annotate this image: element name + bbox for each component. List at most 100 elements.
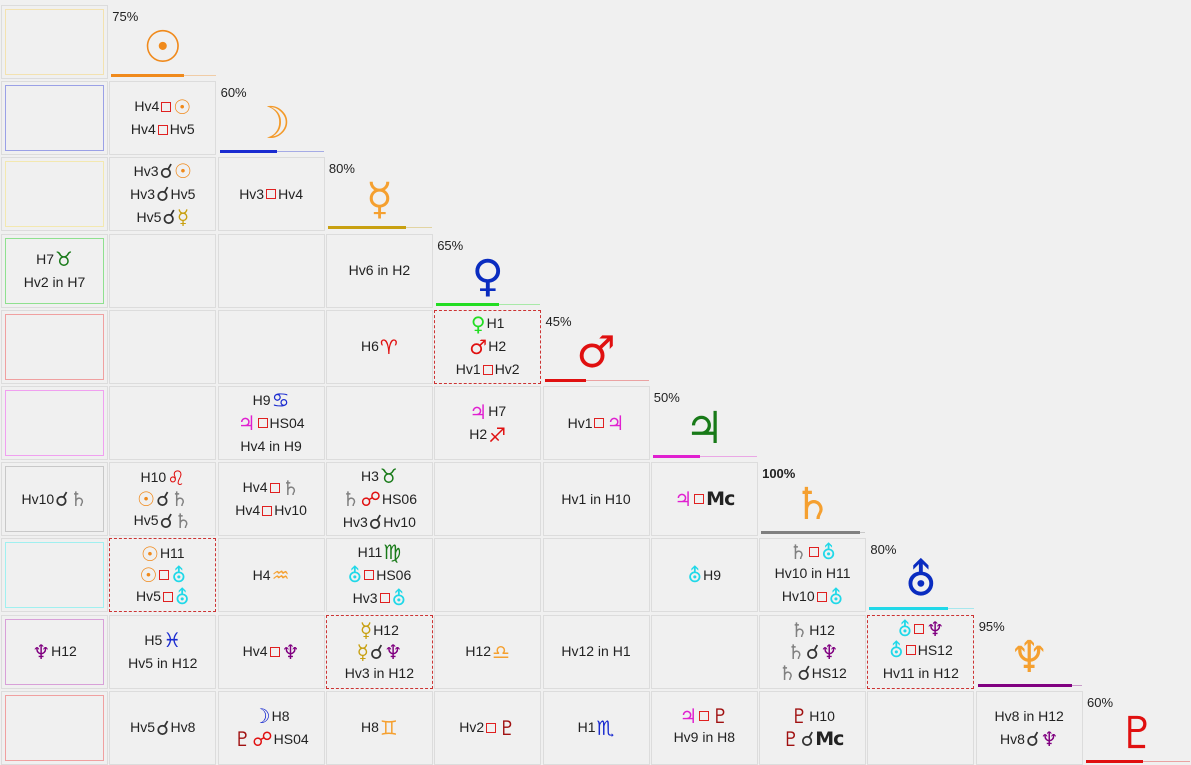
aspect-cell[interactable]: H10 ♌ ☉ ☌ ♄ Hv5 ☌ ♄ bbox=[109, 462, 217, 537]
house-summary-cell[interactable]: Hv10 ☌ ♄ bbox=[1, 462, 108, 537]
aspect-cell[interactable]: ♃ ♇ Hv9 in H8 bbox=[650, 690, 758, 765]
aspect-cell[interactable]: ⛢ H9 bbox=[650, 538, 758, 613]
aspect-line: ♇ ☌ Mc bbox=[782, 728, 845, 751]
planet-glyph-icon[interactable]: ♄ bbox=[759, 482, 866, 528]
house-summary-cell[interactable] bbox=[1, 81, 108, 156]
house-summary-cell[interactable]: ♆ H12 bbox=[1, 614, 108, 689]
aspect-cell[interactable]: ⛢ ♆ ⛢ HS12 Hv11 in H12 bbox=[867, 614, 975, 689]
aspect-cell[interactable]: Hv8 in H12 Hv8 ☌ ♆ bbox=[975, 690, 1083, 765]
astro-glyph-icon: ♄ bbox=[789, 540, 808, 565]
house-summary-cell[interactable] bbox=[1, 690, 108, 765]
house-summary-box bbox=[5, 542, 104, 609]
aspect-line: Hv5 ☌ ☿ bbox=[136, 206, 189, 229]
aspect-cell[interactable]: H1 ♏ bbox=[542, 690, 650, 765]
aspect-cell[interactable]: Hv1 in H10 bbox=[542, 462, 650, 537]
aspect-text: Hv2 bbox=[494, 361, 520, 378]
aspect-line: H7 ♉ bbox=[36, 248, 73, 271]
aspect-cell[interactable]: ♇ H10 ♇ ☌ Mc bbox=[759, 690, 867, 765]
aspect-line: Hv5 ⛢ bbox=[136, 585, 190, 608]
aspect-cell[interactable]: Hv3 Hv4 bbox=[217, 157, 325, 232]
planet-strength-percent: 95% bbox=[978, 618, 1005, 634]
astro-glyph-icon: ♈ bbox=[379, 334, 398, 359]
aspect-text: Hv3 bbox=[342, 513, 368, 530]
aspect-cell-empty[interactable] bbox=[217, 309, 325, 384]
aspect-cell[interactable]: H3 ♉ ♄ ☍ HS06 Hv3 ☌ Hv10 bbox=[325, 462, 433, 537]
astro-glyph-icon: ♏ bbox=[596, 715, 615, 740]
aspect-text: Hv5 bbox=[136, 588, 161, 605]
house-summary-cell[interactable] bbox=[1, 538, 108, 613]
aspect-cell-empty[interactable] bbox=[109, 309, 217, 384]
aspect-cell-empty[interactable] bbox=[650, 614, 758, 689]
aspect-cell[interactable]: Hv4 ♆ bbox=[217, 614, 325, 689]
aspect-cell[interactable]: H8 ♊ bbox=[325, 690, 433, 765]
aspect-cell[interactable]: Hv1 ♃ bbox=[542, 386, 650, 460]
aspect-cell-empty[interactable] bbox=[542, 538, 650, 613]
planet-glyph-icon[interactable]: ⛢ bbox=[867, 558, 974, 604]
aspect-cell[interactable]: Hv6 in H2 bbox=[325, 233, 433, 308]
planet-glyph-icon[interactable]: ♂ bbox=[543, 330, 650, 376]
aspect-cell[interactable]: ♄ H12 ♄ ☌ ♆ ♄ ☌ HS12 bbox=[759, 614, 867, 689]
aspect-cell-empty[interactable] bbox=[434, 462, 542, 537]
aspect-cell[interactable]: Hv3 ☌ ☉ Hv3 ☌ Hv5 Hv5 ☌ ☿ bbox=[109, 157, 217, 232]
planet-glyph-icon[interactable]: ♀ bbox=[434, 254, 541, 300]
aspect-cell[interactable]: ♄ ⛢ Hv10 in H11 Hv10 ⛢ bbox=[759, 538, 867, 613]
planet-glyph-icon[interactable]: ♆ bbox=[976, 635, 1083, 681]
astro-glyph-icon: ♃ bbox=[606, 411, 625, 435]
aspect-line: ♃ Mc bbox=[674, 488, 735, 511]
aspect-line: Hv3 in H12 bbox=[345, 662, 414, 685]
aspect-text: H5 bbox=[144, 631, 163, 648]
aspect-cell[interactable]: H4 ♒ bbox=[217, 538, 325, 613]
aspect-cell[interactable]: ☽ H8 ♇ ☍ HS04 bbox=[217, 690, 325, 765]
aspect-cell[interactable]: ♀ H1 ♂ H2 Hv1 Hv2 bbox=[434, 309, 542, 384]
aspect-cell[interactable]: Hv4 ☉ Hv4 Hv5 bbox=[109, 81, 217, 156]
house-summary-cell[interactable] bbox=[1, 309, 108, 384]
astro-glyph-icon: ♊ bbox=[379, 715, 398, 740]
aspect-cell[interactable]: ☿ H12 ☿ ☌ ♆ Hv3 in H12 bbox=[325, 614, 433, 689]
aspect-cell[interactable]: H6 ♈ bbox=[325, 309, 433, 384]
aspect-cell-empty[interactable] bbox=[325, 386, 433, 460]
aspect-cell[interactable]: H12 ♎ bbox=[434, 614, 542, 689]
astro-glyph-icon: ☍ bbox=[252, 727, 273, 752]
planet-glyph-icon[interactable]: ♇ bbox=[1084, 711, 1191, 757]
aspect-cell-empty[interactable] bbox=[434, 538, 542, 613]
aspect-line: H11 ♍ bbox=[358, 541, 402, 564]
aspect-cell[interactable]: ♃ H7 H2 ♐ bbox=[434, 386, 542, 460]
aspect-cell[interactable]: H11 ♍ ⛢ HS06 Hv3 ⛢ bbox=[325, 538, 433, 613]
house-summary-cell[interactable] bbox=[1, 157, 108, 232]
astro-glyph-icon: ♃ bbox=[679, 704, 698, 729]
aspect-cell[interactable]: Hv4 ♄ Hv4 Hv10 bbox=[217, 462, 325, 537]
aspect-line: H8 ♊ bbox=[361, 716, 398, 739]
planet-symbol: ☽ bbox=[251, 98, 291, 150]
aspect-cell[interactable]: H9 ♋ ♃ HS04 Hv4 in H9 bbox=[217, 386, 325, 460]
astro-glyph-icon: ♆ bbox=[281, 639, 300, 664]
aspect-cell[interactable]: ♃ Mc bbox=[650, 462, 758, 537]
aspect-cell-empty[interactable] bbox=[867, 690, 975, 765]
aspect-cell[interactable]: Hv2 ♇ bbox=[434, 690, 542, 765]
aspect-text: Hv2 bbox=[459, 719, 485, 736]
aspect-cell[interactable]: H5 ♓ Hv5 in H12 bbox=[109, 614, 217, 689]
planet-strength-percent: 60% bbox=[220, 85, 247, 101]
house-summary-cell[interactable] bbox=[1, 5, 108, 79]
aspect-line: ♄ H12 bbox=[790, 619, 835, 642]
aspect-cell[interactable]: ☉ H11 ☉ ⛢ Hv5 ⛢ bbox=[109, 538, 217, 613]
astro-glyph-icon: ♃ bbox=[469, 399, 488, 424]
aspect-cell-empty[interactable] bbox=[217, 233, 325, 308]
aspect-text: Hv5 in H12 bbox=[128, 654, 198, 671]
aspect-text: Hv3 bbox=[239, 185, 265, 202]
aspect-text: Hv3 bbox=[130, 185, 156, 202]
aspect-text: Hv8 bbox=[170, 719, 196, 736]
astro-glyph-icon: ☉ bbox=[137, 487, 156, 512]
house-summary-cell[interactable] bbox=[1, 386, 108, 460]
planet-glyph-icon[interactable]: ☽ bbox=[218, 101, 325, 147]
planet-glyph-icon[interactable]: ♃ bbox=[651, 406, 758, 452]
aspect-cell-empty[interactable] bbox=[109, 233, 217, 308]
aspect-cell[interactable]: Hv5 ☌ Hv8 bbox=[109, 690, 217, 765]
house-summary-cell[interactable]: H7 ♉ Hv2 in H7 bbox=[1, 233, 108, 308]
aspect-cell-empty[interactable] bbox=[109, 386, 217, 460]
aspect-text: HS12 bbox=[811, 664, 847, 681]
aspect-line: Hv12 in H1 bbox=[561, 640, 630, 663]
planet-glyph-icon[interactable]: ☿ bbox=[326, 177, 433, 223]
aspect-cell[interactable]: Hv12 in H1 bbox=[542, 614, 650, 689]
planet-glyph-icon[interactable]: ☉ bbox=[109, 25, 216, 71]
square-aspect-icon bbox=[266, 189, 277, 200]
